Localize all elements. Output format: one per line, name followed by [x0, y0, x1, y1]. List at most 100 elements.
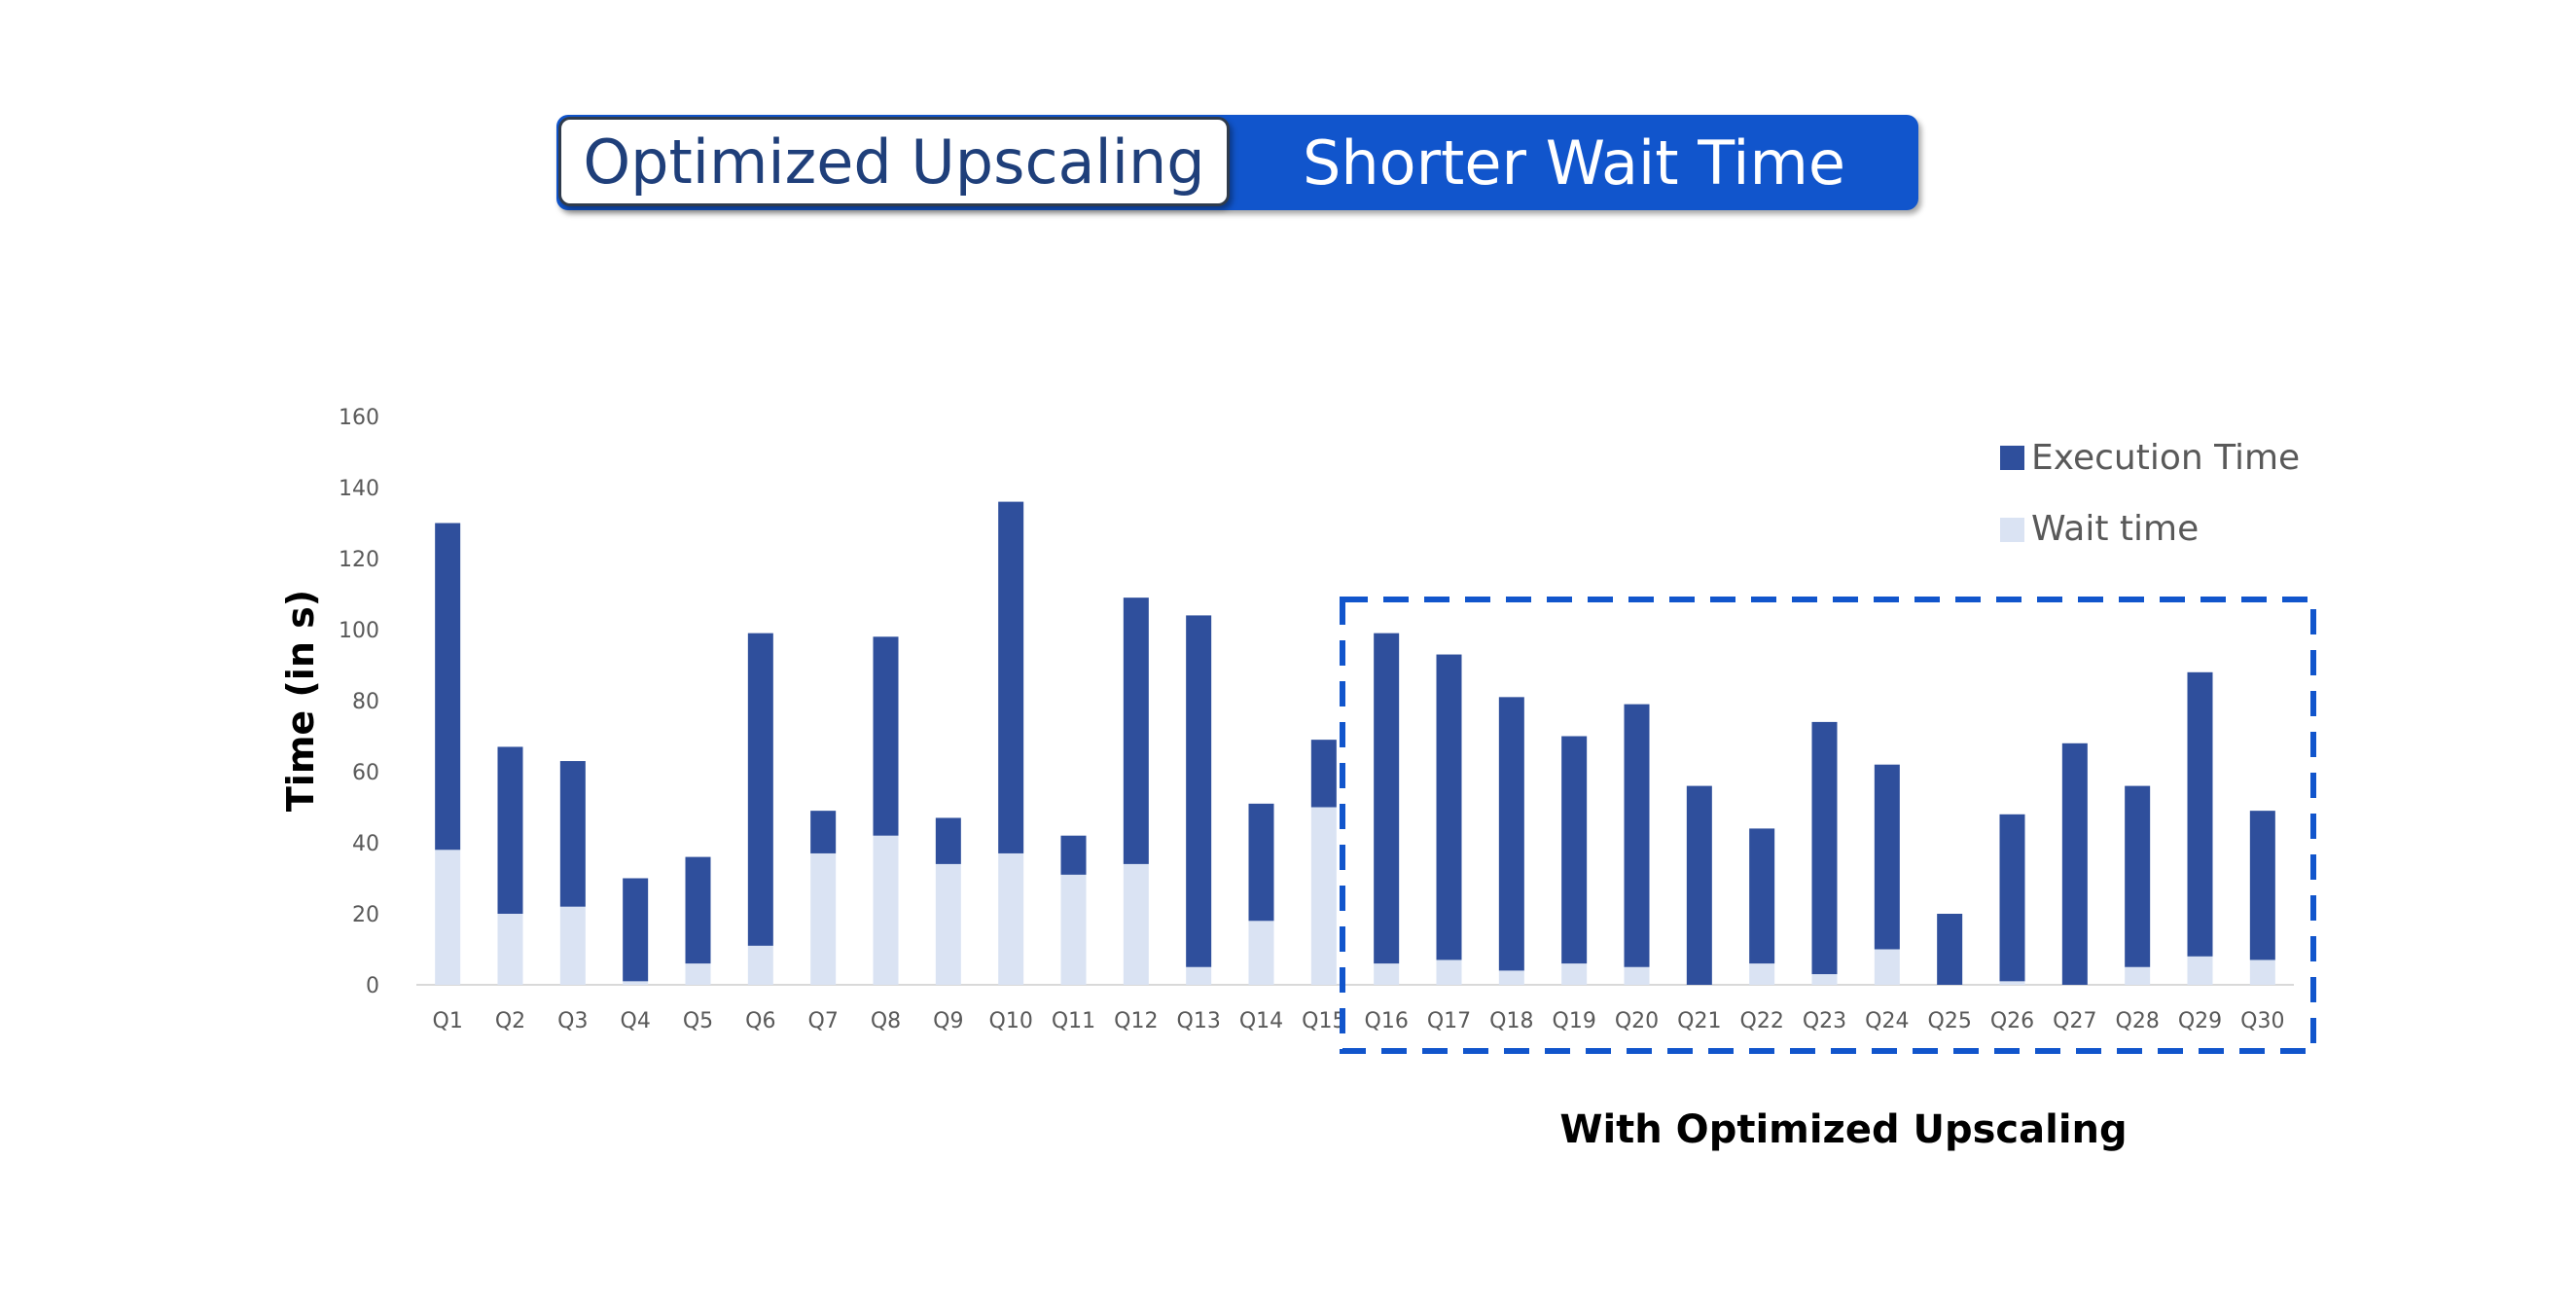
y-tick-label: 40	[352, 832, 379, 856]
legend-label-execution-time: Execution Time	[2031, 438, 2300, 478]
x-tick-label-q8: Q8	[871, 1009, 901, 1033]
bar-wait-time-q9	[935, 863, 961, 985]
optimized-upscaling-annotation: With Optimized Upscaling	[1559, 1107, 2127, 1152]
legend: Execution Time Wait time	[2000, 438, 2300, 549]
bar-execution-time-q29	[2187, 671, 2213, 957]
y-tick-label: 140	[339, 477, 379, 501]
x-tick-label-q25: Q25	[1928, 1009, 1972, 1033]
bar-wait-time-q26	[1999, 981, 2025, 985]
bar-wait-time-q13	[1186, 966, 1212, 985]
x-tick-label-q13: Q13	[1177, 1009, 1221, 1033]
bars-group	[435, 501, 2275, 985]
y-tick-label: 80	[352, 690, 379, 714]
bar-wait-time-q6	[747, 945, 773, 985]
bar-execution-time-q6	[747, 633, 773, 946]
bar-wait-time-q10	[998, 852, 1024, 985]
bar-execution-time-q7	[810, 811, 837, 853]
bar-execution-time-q3	[559, 761, 586, 907]
x-tick-label-q15: Q15	[1302, 1009, 1345, 1033]
y-axis-ticks: 0 20 40 60 80 100 120 140 160	[339, 406, 379, 998]
y-tick-label: 0	[366, 974, 379, 998]
x-tick-label-q14: Q14	[1239, 1009, 1283, 1033]
bar-wait-time-q12	[1123, 863, 1149, 985]
y-tick-label: 100	[339, 619, 379, 643]
bar-wait-time-q11	[1060, 874, 1087, 985]
y-tick-label: 120	[339, 548, 379, 572]
bar-wait-time-q22	[1749, 963, 1775, 985]
bar-execution-time-q26	[1999, 814, 2025, 982]
bar-execution-time-q23	[1811, 721, 1838, 975]
bar-execution-time-q5	[685, 856, 711, 964]
y-axis-label: Time (in s)	[279, 590, 322, 812]
bar-execution-time-q13	[1186, 615, 1212, 967]
x-tick-label-q20: Q20	[1615, 1009, 1659, 1033]
bar-wait-time-q16	[1374, 963, 1400, 985]
x-tick-label-q2: Q2	[495, 1009, 525, 1033]
bar-wait-time-q28	[2125, 966, 2151, 985]
x-tick-label-q30: Q30	[2240, 1009, 2284, 1033]
bar-wait-time-q20	[1624, 966, 1650, 985]
x-tick-label-q10: Q10	[989, 1009, 1033, 1033]
bar-execution-time-q30	[2249, 811, 2275, 960]
bar-execution-time-q15	[1310, 740, 1337, 808]
x-tick-label-q1: Q1	[433, 1009, 463, 1033]
y-tick-label: 160	[339, 406, 379, 430]
bar-execution-time-q2	[497, 746, 523, 914]
banner-shorter-wait-time: Shorter Wait Time	[1302, 127, 1846, 199]
bar-wait-time-q5	[685, 963, 711, 985]
x-tick-label-q4: Q4	[621, 1009, 651, 1033]
bar-execution-time-q28	[2125, 785, 2151, 967]
bar-execution-time-q14	[1248, 803, 1274, 922]
y-tick-label: 60	[352, 761, 379, 785]
bar-execution-time-q20	[1624, 704, 1650, 967]
bar-wait-time-q29	[2187, 956, 2213, 985]
bar-wait-time-q23	[1811, 974, 1838, 985]
bar-execution-time-q16	[1374, 633, 1400, 964]
bar-execution-time-q4	[623, 878, 649, 982]
bar-execution-time-q19	[1561, 736, 1588, 964]
x-tick-label-q3: Q3	[557, 1009, 588, 1033]
bar-execution-time-q27	[2061, 743, 2088, 985]
x-tick-label-q6: Q6	[745, 1009, 775, 1033]
bar-wait-time-q17	[1436, 960, 1462, 985]
x-tick-label-q23: Q23	[1803, 1009, 1846, 1033]
bar-wait-time-q30	[2249, 960, 2275, 985]
x-tick-label-q27: Q27	[2053, 1009, 2096, 1033]
x-tick-label-q11: Q11	[1052, 1009, 1095, 1033]
bar-execution-time-q8	[873, 636, 899, 836]
x-tick-label-q24: Q24	[1865, 1009, 1909, 1033]
bar-wait-time-q8	[873, 835, 899, 985]
bar-wait-time-q15	[1310, 807, 1337, 985]
bar-execution-time-q21	[1686, 785, 1712, 985]
x-tick-label-q12: Q12	[1114, 1009, 1158, 1033]
x-axis-ticks: Q1 Q2 Q3 Q4 Q5 Q6 Q7 Q8 Q9 Q10 Q11 Q12 Q13 Q14 Q15 Q16 Q…	[433, 1009, 2285, 1033]
x-tick-label-q28: Q28	[2116, 1009, 2160, 1033]
legend-label-wait-time: Wait time	[2031, 509, 2199, 549]
bar-execution-time-q10	[998, 501, 1024, 853]
x-tick-label-q29: Q29	[2178, 1009, 2222, 1033]
bar-execution-time-q9	[935, 817, 961, 864]
bar-wait-time-q2	[497, 914, 523, 985]
x-tick-label-q16: Q16	[1365, 1009, 1409, 1033]
bar-execution-time-q22	[1749, 828, 1775, 964]
x-tick-label-q9: Q9	[933, 1009, 963, 1033]
banner-optimized-upscaling: Optimized Upscaling	[558, 117, 1230, 206]
bar-wait-time-q18	[1498, 970, 1524, 985]
x-tick-label-q22: Q22	[1740, 1009, 1784, 1033]
x-tick-label-q7: Q7	[808, 1009, 839, 1033]
bar-wait-time-q7	[810, 852, 837, 985]
bar-execution-time-q17	[1436, 654, 1462, 960]
x-tick-label-q17: Q17	[1427, 1009, 1471, 1033]
x-tick-label-q26: Q26	[1990, 1009, 2034, 1033]
optimized-upscaling-dashed-box	[1340, 597, 2316, 1054]
bar-execution-time-q11	[1060, 835, 1087, 875]
bar-wait-time-q14	[1248, 921, 1274, 985]
x-tick-label-q5: Q5	[683, 1009, 713, 1033]
x-tick-label-q19: Q19	[1553, 1009, 1596, 1033]
bar-wait-time-q24	[1874, 949, 1900, 985]
bar-wait-time-q3	[559, 906, 586, 985]
bar-execution-time-q18	[1498, 697, 1524, 971]
bar-execution-time-q25	[1937, 914, 1963, 985]
legend-swatch-execution-time	[2000, 446, 2024, 470]
